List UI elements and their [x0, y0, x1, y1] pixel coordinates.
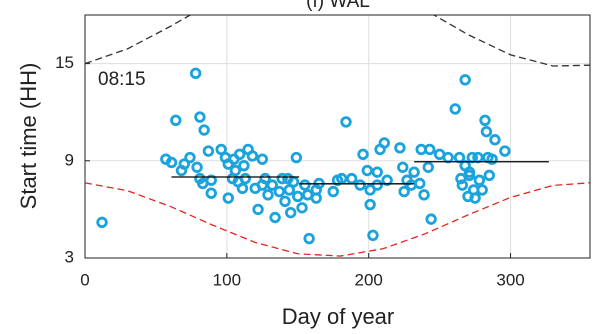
data-point [279, 195, 291, 208]
chart-title: (f) WAL [306, 0, 370, 12]
data-point [198, 124, 210, 136]
data-point [194, 111, 206, 123]
data-point [296, 202, 308, 214]
data-point [276, 172, 288, 185]
data-point [408, 166, 420, 178]
data-point [357, 148, 369, 161]
x-tick-label: 300 [496, 270, 524, 289]
data-point [262, 189, 274, 201]
axes-box [84, 14, 591, 259]
data-point [215, 143, 227, 156]
data-point [394, 142, 406, 154]
data-point [463, 166, 476, 178]
data-point [414, 177, 426, 190]
data-point [239, 172, 251, 185]
data-point [236, 182, 249, 195]
y-tick-label: 15 [55, 53, 74, 72]
data-point [273, 185, 286, 198]
data-point [422, 161, 434, 173]
data-point [424, 143, 436, 156]
data-point [499, 145, 511, 157]
x-tick-label: 0 [80, 270, 89, 289]
data-point [184, 151, 196, 164]
y-tick-label: 9 [65, 150, 74, 169]
data-point [489, 134, 501, 146]
data-point [205, 187, 217, 199]
data-point [361, 164, 373, 177]
data-point [483, 169, 495, 182]
data-point [425, 213, 437, 225]
data-point [367, 229, 379, 242]
x-tick-label: 200 [355, 270, 383, 289]
data-point [371, 166, 383, 178]
x-axis-label: Day of year [282, 304, 395, 329]
data-point [467, 184, 480, 196]
data-point [284, 206, 297, 219]
data-point [456, 179, 469, 191]
data-point [378, 137, 391, 149]
data-point [233, 148, 246, 161]
dashed-curve [85, 182, 590, 257]
dashed-curve [85, 15, 590, 67]
data-point [303, 232, 315, 245]
data-point [459, 74, 471, 86]
plot-area [85, 15, 590, 258]
y-axis-label: Start time (HH) [16, 63, 41, 210]
data-point [178, 158, 190, 170]
data-point [256, 153, 269, 165]
data-point [191, 161, 203, 173]
data-point [290, 151, 303, 164]
data-point [259, 172, 271, 185]
data-point [96, 216, 108, 229]
data-point [371, 179, 383, 191]
data-point [449, 103, 461, 115]
data-point [340, 116, 352, 128]
data-point [310, 192, 322, 204]
data-point [229, 164, 242, 177]
data-point [283, 184, 295, 196]
data-point [418, 189, 430, 201]
data-point [299, 179, 311, 191]
data-point [345, 172, 358, 185]
data-point [486, 153, 498, 165]
data-point [398, 185, 410, 198]
data-point [222, 192, 234, 204]
data-point [397, 161, 409, 173]
annotation: 08:15 [98, 69, 146, 90]
data-point [480, 125, 493, 138]
data-point [269, 211, 281, 224]
y-tick-label: 3 [65, 247, 74, 266]
data-point [479, 114, 491, 127]
data-point [238, 159, 250, 172]
data-point [170, 114, 182, 127]
data-point [381, 174, 393, 186]
data-point [327, 185, 339, 198]
data-point [364, 198, 376, 211]
data-point [202, 145, 215, 157]
marks [85, 15, 590, 257]
data-point [160, 153, 172, 165]
data-point [266, 179, 278, 191]
data-point [205, 174, 217, 186]
data-point [252, 203, 264, 216]
data-point [189, 67, 202, 80]
data-point [292, 190, 304, 203]
data-point [354, 179, 366, 191]
data-point [246, 150, 259, 162]
data-point [473, 174, 486, 186]
x-tick-label: 100 [213, 270, 241, 289]
